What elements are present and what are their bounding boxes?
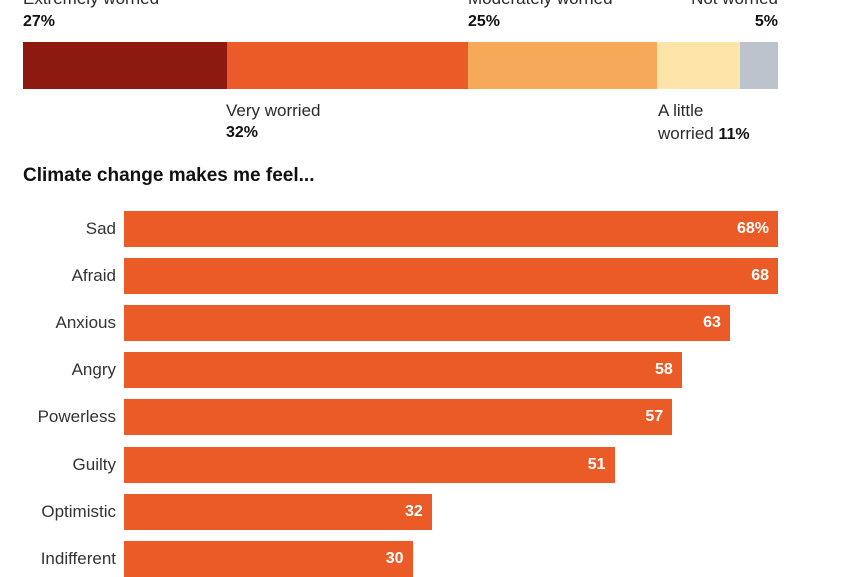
bar-afraid: 68 [124, 258, 778, 295]
bar-anxious: 63 [124, 305, 730, 342]
segment-label-not-worried: Not worried [691, 0, 778, 10]
stack-segment-extremely-worried [23, 42, 227, 89]
category-label-indifferent: Indifferent [40, 548, 116, 568]
category-label-sad: Sad [85, 219, 116, 238]
segment-value-moderately-worried: 25% [468, 13, 501, 30]
feelings-chart-title: Climate change makes me feel... [23, 165, 315, 186]
bar-indifferent: 30 [124, 540, 413, 577]
category-label-afraid: Afraid [71, 266, 116, 286]
segment-value-extremely-worried: 27% [23, 13, 56, 30]
bar-value-anxious: 63 [703, 314, 721, 332]
bar-value-angry: 58 [655, 361, 673, 379]
segment-value-a-little-worried: 11% [718, 126, 750, 143]
bar-value-optimistic: 32 [404, 502, 423, 520]
category-label-anxious: Anxious [55, 313, 116, 333]
segment-value-not-worried: 5% [754, 13, 778, 30]
segment-label-a-little-worried-line1: A little [658, 101, 704, 120]
category-label-angry: Angry [71, 360, 116, 380]
bar-value-afraid: 68 [751, 267, 769, 285]
segment-label-very-worried: Very worried [226, 101, 321, 120]
bar-value-indifferent: 30 [385, 549, 404, 567]
stack-segment-not-worried [740, 42, 778, 89]
segment-label-extremely-worried: Extremely worried [23, 0, 159, 10]
segment-value-very-worried: 32% [226, 124, 259, 141]
segment-label-a-little-worried-line2: worried 11% [658, 123, 750, 146]
category-label-powerless: Powerless [37, 407, 116, 427]
bar-guilty: 51 [124, 446, 615, 483]
bar-angry: 58 [124, 352, 682, 389]
stack-segment-very-worried [226, 42, 469, 89]
stack-segment-a-little-worried [657, 42, 741, 89]
category-label-optimistic: Optimistic [41, 501, 116, 521]
category-label-guilty: Guilty [72, 454, 116, 474]
bar-value-powerless: 57 [645, 408, 664, 426]
segment-label-moderately-worried: Moderately worried [468, 0, 613, 10]
bar-sad: 68% [124, 211, 778, 247]
bar-value-sad: 68% [736, 220, 769, 237]
bar-optimistic: 32 [124, 493, 432, 530]
segment-label-a-little-worried-word: worried [658, 124, 714, 143]
worry-stacked-bar [23, 42, 778, 89]
bar-value-guilty: 51 [587, 455, 606, 473]
stack-segment-moderately-worried [468, 42, 658, 89]
bar-powerless: 57 [124, 399, 673, 436]
